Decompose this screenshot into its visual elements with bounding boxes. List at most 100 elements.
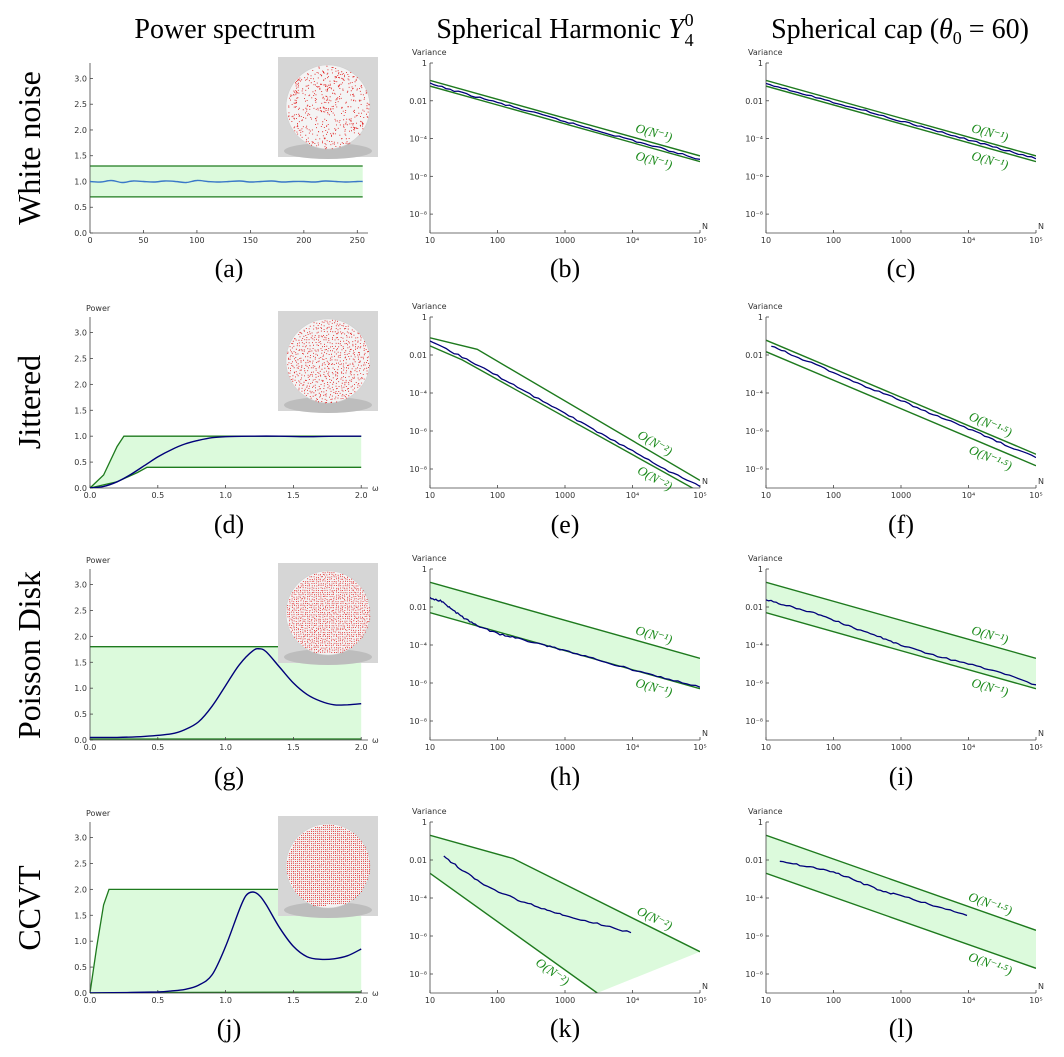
y-tick-label: 1 — [758, 59, 763, 68]
x-tick-label: 1000 — [891, 743, 911, 752]
variance-series-line — [430, 82, 700, 160]
y-tick-label: 10⁻⁴ — [409, 894, 427, 903]
lower-bound-line — [89, 466, 362, 489]
upper-bound-line — [766, 581, 1036, 659]
panel-label: (k) — [550, 1014, 580, 1043]
y-tick-label: 0.5 — [74, 203, 87, 212]
x-tick-label: 1.0 — [219, 491, 232, 500]
column-title-text: Spherical Harmonic — [436, 14, 668, 45]
row-titles: White noise Jittered Poisson Disk CCVT — [11, 71, 47, 951]
chart-panel: 10 100 1000 10⁴ 10⁵ 1 0.01 10⁻⁴ 10⁻⁶ 10⁻⁸ Variance… — [409, 554, 708, 791]
x-tick-label: 100 — [826, 236, 841, 245]
y-tick-label: 1.5 — [74, 406, 87, 415]
x-tick-label: 10⁵ — [1029, 743, 1042, 752]
y-tick-label: 0.01 — [409, 603, 427, 612]
column-title-tail: = 60) — [962, 14, 1029, 45]
y-tick-label: 10⁻⁴ — [409, 135, 427, 144]
lower-bound-line — [766, 351, 1036, 467]
sphere-inset — [278, 816, 378, 918]
x-tick-label: 10 — [761, 236, 771, 245]
y-tick-label: 2.0 — [74, 885, 87, 894]
y-tick-label: 10⁻⁴ — [745, 135, 763, 144]
x-axis-label: ω — [372, 484, 379, 493]
y-tick-label: 10⁻⁶ — [409, 932, 427, 941]
y-tick-label: 10⁻⁸ — [409, 717, 427, 726]
panel-label: (d) — [214, 510, 244, 539]
y-tick-label: 10⁻⁴ — [745, 894, 763, 903]
power-series-line — [90, 179, 363, 184]
x-tick-label: 1.5 — [287, 743, 300, 752]
column-title: Spherical cap (θ0 = 60) — [771, 14, 1029, 48]
lower-bound-line — [430, 85, 700, 163]
chart-panel: 10 100 1000 10⁴ 10⁵ 1 0.01 10⁻⁴ 10⁻⁶ 10⁻⁸ Variance… — [745, 554, 1044, 791]
row-title: Poisson Disk — [11, 571, 47, 739]
y-tick-label: 1 — [422, 818, 427, 827]
upper-bound-line — [766, 79, 1036, 157]
x-tick-label: 10⁴ — [962, 491, 975, 500]
y-tick-label: 0.01 — [745, 97, 763, 106]
power-series-line — [90, 647, 362, 739]
y-axis-label: Variance — [748, 807, 783, 816]
y-tick-label: 10⁻⁴ — [745, 389, 763, 398]
y-tick-label: 1.0 — [74, 432, 87, 441]
y-tick-label: 2.0 — [74, 632, 87, 641]
y-tick-label: 1 — [758, 565, 763, 574]
chart-panel: 10 100 1000 10⁴ 10⁵ 1 0.01 10⁻⁴ 10⁻⁶ 10⁻⁸ Variance… — [745, 807, 1044, 1043]
x-tick-label: 10⁴ — [626, 491, 639, 500]
y-tick-label: 1.0 — [74, 684, 87, 693]
upper-bound-line — [430, 834, 700, 953]
chart-panel: 0.0 0.5 1.0 1.5 2.0 0.0 0.5 1.0 1.5 2.0 2.5 3.0 Powe… — [74, 809, 379, 1043]
band-fill — [90, 646, 362, 739]
math-subscript: 0 — [953, 28, 962, 48]
math-subscript: 4 — [685, 30, 694, 50]
x-axis-label: N — [702, 729, 708, 738]
power-series-line — [90, 891, 362, 993]
variance-series-line — [766, 82, 1036, 160]
x-tick-label: 0.5 — [151, 491, 164, 500]
x-tick-label: 100 — [490, 996, 505, 1005]
column-title-text: Spherical cap ( — [771, 14, 939, 45]
y-tick-label: 3.0 — [74, 74, 87, 83]
panel-label: (j) — [217, 1014, 242, 1043]
y-tick-label: 3.0 — [74, 329, 87, 338]
x-tick-label: 10⁴ — [962, 996, 975, 1005]
y-axis-label: Variance — [412, 302, 447, 311]
y-axis-label: Power — [86, 304, 111, 313]
chart-panels: 0 50 100 150 200 250 0.0 0.5 1.0 1.5 2.0 2.5 3.0 (a) 1… — [74, 48, 1044, 1043]
y-tick-label: 0.01 — [409, 351, 427, 360]
chart-panel: 0.0 0.5 1.0 1.5 2.0 0.0 0.5 1.0 1.5 2.0 2.5 3.0 Powe… — [74, 556, 379, 791]
y-tick-label: 3.0 — [74, 581, 87, 590]
y-axis-label: Variance — [748, 554, 783, 563]
sphere-sample-points — [286, 824, 371, 906]
x-tick-label: 2.0 — [355, 996, 368, 1005]
bound-annotation: O(N⁻¹) — [634, 120, 674, 145]
panel-label: (g) — [214, 762, 244, 791]
sphere-inset — [278, 563, 378, 665]
y-tick-label: 1 — [422, 59, 427, 68]
x-tick-label: 250 — [350, 236, 365, 245]
sphere-shadow — [284, 143, 372, 159]
x-tick-label: 1.0 — [219, 743, 232, 752]
x-axis-label: N — [1038, 982, 1044, 991]
panel-label: (i) — [889, 762, 914, 791]
upper-bound-line — [430, 79, 700, 157]
y-tick-label: 1 — [758, 818, 763, 827]
y-axis-label: Variance — [412, 554, 447, 563]
sphere-shadow — [284, 397, 372, 413]
x-axis-label: N — [1038, 729, 1044, 738]
x-tick-label: 10⁴ — [626, 996, 639, 1005]
x-axis-label: ω — [372, 736, 379, 745]
x-tick-label: 1000 — [891, 996, 911, 1005]
y-tick-label: 1.5 — [74, 152, 87, 161]
band-fill — [766, 835, 1036, 969]
panel-label: (f) — [888, 510, 914, 539]
band-fill — [430, 582, 700, 689]
panel-label: (a) — [215, 254, 244, 283]
x-tick-label: 2.0 — [355, 491, 368, 500]
x-tick-label: 10⁴ — [962, 743, 975, 752]
y-axis-label: Variance — [748, 302, 783, 311]
y-tick-label: 10⁻⁸ — [745, 970, 763, 979]
row-title: White noise — [11, 71, 47, 225]
x-tick-label: 0.5 — [151, 996, 164, 1005]
x-tick-label: 10 — [425, 743, 435, 752]
